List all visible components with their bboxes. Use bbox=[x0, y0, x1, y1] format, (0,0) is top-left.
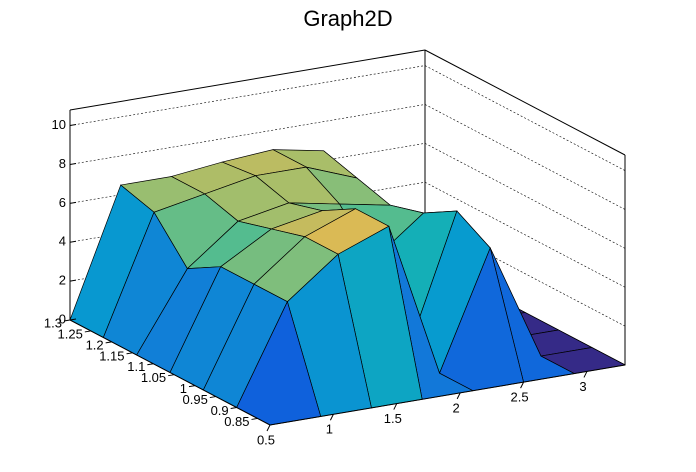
grid-line bbox=[69, 104, 426, 165]
z-tick-label: 10 bbox=[52, 117, 66, 132]
x-tick-label: 1 bbox=[326, 422, 333, 437]
y-tick-label: 0.95 bbox=[183, 392, 208, 407]
z-tick bbox=[69, 279, 77, 282]
grid-line bbox=[69, 65, 426, 126]
x-tick bbox=[583, 371, 588, 378]
y-tick bbox=[209, 396, 216, 399]
x-tick-label: 2 bbox=[453, 400, 460, 415]
grid-line bbox=[424, 104, 626, 210]
x-tick-label: 2.5 bbox=[511, 390, 529, 405]
z-tick bbox=[69, 162, 77, 165]
y-tick bbox=[147, 363, 154, 366]
y-tick-label: 1.2 bbox=[86, 337, 104, 352]
y-tick bbox=[188, 385, 196, 388]
chart-title: Graph2D bbox=[303, 6, 392, 31]
z-tick-label: 4 bbox=[59, 234, 66, 249]
box-edge bbox=[424, 49, 626, 156]
y-tick bbox=[63, 319, 71, 322]
x-tick bbox=[520, 381, 525, 389]
box-edge bbox=[69, 49, 426, 111]
z-tick bbox=[69, 124, 77, 127]
z-tick-label: 2 bbox=[59, 273, 66, 288]
y-tick-label: 1.05 bbox=[141, 370, 166, 385]
x-tick bbox=[456, 392, 461, 400]
box-edge bbox=[269, 364, 626, 426]
y-tick bbox=[105, 341, 112, 344]
z-tick bbox=[69, 240, 77, 243]
x-tick bbox=[393, 403, 398, 410]
grid-line bbox=[424, 65, 626, 171]
x-tick-label: 0.5 bbox=[257, 432, 275, 447]
y-tick bbox=[126, 352, 133, 355]
z-tick-label: 8 bbox=[59, 156, 66, 171]
y-tick-label: 0.85 bbox=[224, 414, 249, 429]
y-tick-label: 1 bbox=[180, 381, 187, 396]
x-tick-label: 1.5 bbox=[384, 411, 402, 426]
x-tick-label: 3 bbox=[579, 379, 586, 394]
z-tick bbox=[69, 318, 77, 321]
y-tick bbox=[251, 417, 258, 420]
y-tick-label: 1.15 bbox=[99, 348, 124, 363]
z-tick-label: 6 bbox=[59, 195, 66, 210]
x-tick bbox=[329, 414, 334, 421]
x-tick bbox=[266, 424, 271, 432]
y-tick bbox=[168, 374, 175, 377]
grid-line bbox=[424, 143, 626, 249]
y-tick bbox=[84, 330, 91, 333]
grid-line bbox=[424, 181, 626, 288]
y-tick-label: 1.1 bbox=[127, 359, 145, 374]
y-tick-label: 0.9 bbox=[211, 403, 229, 418]
y-tick bbox=[230, 407, 237, 409]
z-tick-label: 0 bbox=[59, 311, 66, 326]
z-tick bbox=[69, 201, 77, 204]
y-tick-label: 1.25 bbox=[58, 326, 83, 341]
y-tick-label: 1.3 bbox=[44, 315, 62, 330]
